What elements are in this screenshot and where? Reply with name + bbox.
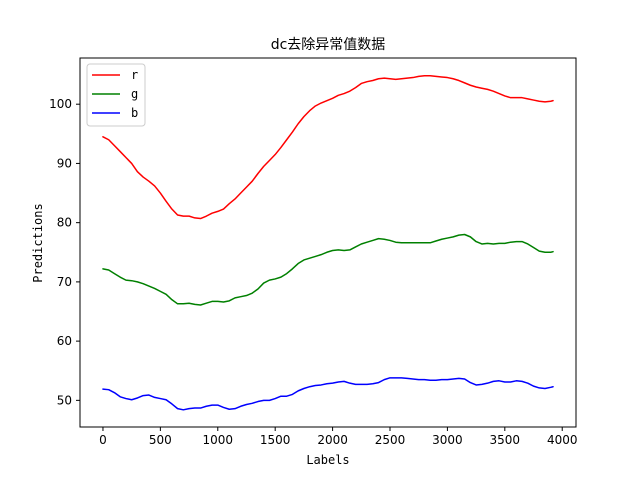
x-tick-label: 3000: [432, 433, 463, 447]
legend: rgb: [86, 63, 146, 127]
x-tick-label: 4000: [547, 433, 578, 447]
legend-box: [86, 63, 146, 127]
series-line-b: [102, 377, 554, 411]
series-line-g: [102, 233, 554, 306]
y-tick-label: 70: [57, 275, 72, 289]
chart-title: dc去除异常值数据: [271, 37, 386, 53]
y-tick-label: 80: [57, 216, 72, 230]
y-tick-label: 90: [57, 156, 72, 170]
x-axis: 0 500 1000 1500 2000 2500 3000 3500 4000: [99, 427, 577, 447]
y-tick-label: 60: [57, 334, 72, 348]
x-tick-label: 1500: [260, 433, 291, 447]
legend-label-b: b: [131, 106, 138, 120]
y-axis-title: Predictions: [31, 203, 45, 282]
y-tick-label: 100: [49, 97, 72, 111]
legend-label-g: g: [131, 87, 138, 101]
y-tick-label: 50: [57, 393, 72, 407]
x-tick-label: 3500: [490, 433, 521, 447]
x-tick-label: 2000: [317, 433, 348, 447]
x-tick-label: 2500: [375, 433, 406, 447]
series-group: [102, 75, 554, 411]
x-tick-label: 1000: [203, 433, 234, 447]
series-line-r: [102, 75, 554, 220]
y-axis: 50 60 70 80 90 100: [49, 97, 80, 407]
plot-area: [79, 57, 577, 428]
x-axis-title: Labels: [306, 453, 349, 467]
legend-label-r: r: [131, 68, 138, 82]
x-tick-label: 500: [149, 433, 172, 447]
x-tick-label: 0: [99, 433, 107, 447]
plot-background: [80, 58, 576, 427]
plot-frame: [79, 57, 577, 428]
